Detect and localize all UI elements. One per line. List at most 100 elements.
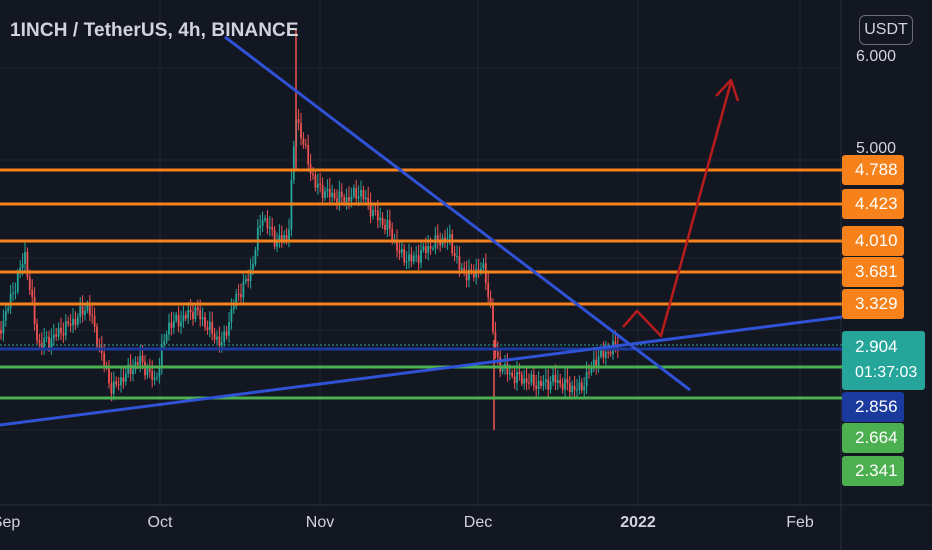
candle-body xyxy=(228,322,230,336)
candle-body xyxy=(206,327,209,330)
descending-trendline[interactable] xyxy=(224,35,691,392)
level-badge-2664[interactable]: 2.664 xyxy=(842,423,904,453)
candle-body xyxy=(139,355,142,365)
candle-body xyxy=(81,306,84,315)
candle-body xyxy=(568,382,571,393)
candle-body xyxy=(480,268,482,271)
candle-body xyxy=(45,337,48,339)
candle-body xyxy=(240,294,242,298)
time-label-oct: Oct xyxy=(147,514,173,531)
level-badge-4788[interactable]: 4.788 xyxy=(842,155,904,185)
candle-body xyxy=(352,187,355,197)
time-label-2022: 2022 xyxy=(620,514,656,531)
candle-body xyxy=(482,263,485,269)
level-badge-4423[interactable]: 4.423 xyxy=(842,189,904,219)
candle-body xyxy=(398,250,401,253)
candle-body xyxy=(540,380,542,386)
candle-body xyxy=(259,225,262,229)
candle-body xyxy=(160,344,163,368)
ascending-trendline[interactable] xyxy=(0,315,843,427)
candle-body xyxy=(297,119,300,124)
last-price-tag[interactable]: 2.904 01:37:03 xyxy=(842,331,925,390)
candle-body xyxy=(24,251,26,265)
candle-body xyxy=(21,264,24,268)
candle-body xyxy=(187,310,190,319)
candle-body xyxy=(129,364,132,375)
candle-body xyxy=(256,228,259,251)
candle-body xyxy=(367,197,370,203)
arrow-head-icon xyxy=(715,78,740,102)
candle-body xyxy=(463,268,466,272)
candle-body xyxy=(578,382,581,390)
candle-body xyxy=(535,385,538,390)
time-label-dec: Dec xyxy=(463,514,493,531)
candle-body xyxy=(148,368,151,372)
candle-body xyxy=(487,283,490,298)
candle-body xyxy=(492,303,494,332)
candle-body xyxy=(525,378,528,383)
currency-unit-button[interactable]: USDT xyxy=(859,15,913,45)
candle-body xyxy=(573,385,576,390)
candle-body xyxy=(182,314,185,322)
candle-body xyxy=(19,267,22,273)
candle-body xyxy=(232,306,235,309)
candle-body xyxy=(26,251,29,277)
candle-body xyxy=(249,269,252,281)
candle-body xyxy=(408,254,410,261)
candle-body xyxy=(165,334,168,342)
candle-body xyxy=(410,254,413,262)
candle-body xyxy=(530,374,533,383)
candle-body xyxy=(477,269,480,271)
candle-body xyxy=(386,220,389,230)
time-label-nov: Nov xyxy=(305,514,335,531)
level-badge-2341[interactable]: 2.341 xyxy=(842,456,904,486)
candle-body xyxy=(319,183,322,185)
candle-body xyxy=(600,350,602,357)
candle-body xyxy=(254,250,257,264)
candle-body xyxy=(211,321,214,334)
candle-body xyxy=(0,330,2,334)
candle-body xyxy=(420,250,422,263)
candle-body xyxy=(261,220,264,226)
candle-body xyxy=(264,218,266,221)
candle-body xyxy=(501,368,504,372)
level-badge-3329[interactable]: 3.329 xyxy=(842,289,904,319)
projection-arrow[interactable] xyxy=(622,78,740,338)
candle-body xyxy=(316,183,319,188)
candle-body xyxy=(379,217,382,221)
candle-body xyxy=(2,320,5,334)
candle-body xyxy=(180,321,182,327)
candle-body xyxy=(136,362,139,365)
candle-body xyxy=(67,321,70,324)
candle-body xyxy=(144,361,146,376)
bar-countdown: 01:37:03 xyxy=(855,364,918,381)
candle-body xyxy=(84,311,86,315)
candle-body xyxy=(412,255,415,262)
candle-body xyxy=(336,198,338,204)
candle-body xyxy=(117,384,120,386)
level-badge-3681[interactable]: 3.681 xyxy=(842,257,904,287)
candle-body xyxy=(216,336,218,340)
candle-body xyxy=(364,197,367,200)
candle-body xyxy=(400,249,403,253)
candle-body xyxy=(199,310,202,320)
level-lines[interactable] xyxy=(0,168,842,400)
candle-body xyxy=(564,378,566,390)
candle-body xyxy=(427,245,430,253)
candle-body xyxy=(432,248,434,250)
candle-body xyxy=(223,331,226,343)
candle-body xyxy=(235,293,238,307)
level-badge-2856[interactable]: 2.856 xyxy=(842,392,904,422)
candle-body xyxy=(208,321,211,330)
candle-body xyxy=(609,352,612,355)
candle-body xyxy=(357,196,360,199)
candle-body xyxy=(218,336,221,346)
symbol-title[interactable]: 1INCH / TetherUS, 4h, BINANCE xyxy=(10,20,299,41)
candle-body xyxy=(285,234,288,240)
candle-body xyxy=(453,253,456,257)
candle-body xyxy=(98,346,101,348)
level-badge-4010[interactable]: 4.010 xyxy=(842,226,904,256)
price-axis-label-5000: 5.000 xyxy=(856,140,897,157)
